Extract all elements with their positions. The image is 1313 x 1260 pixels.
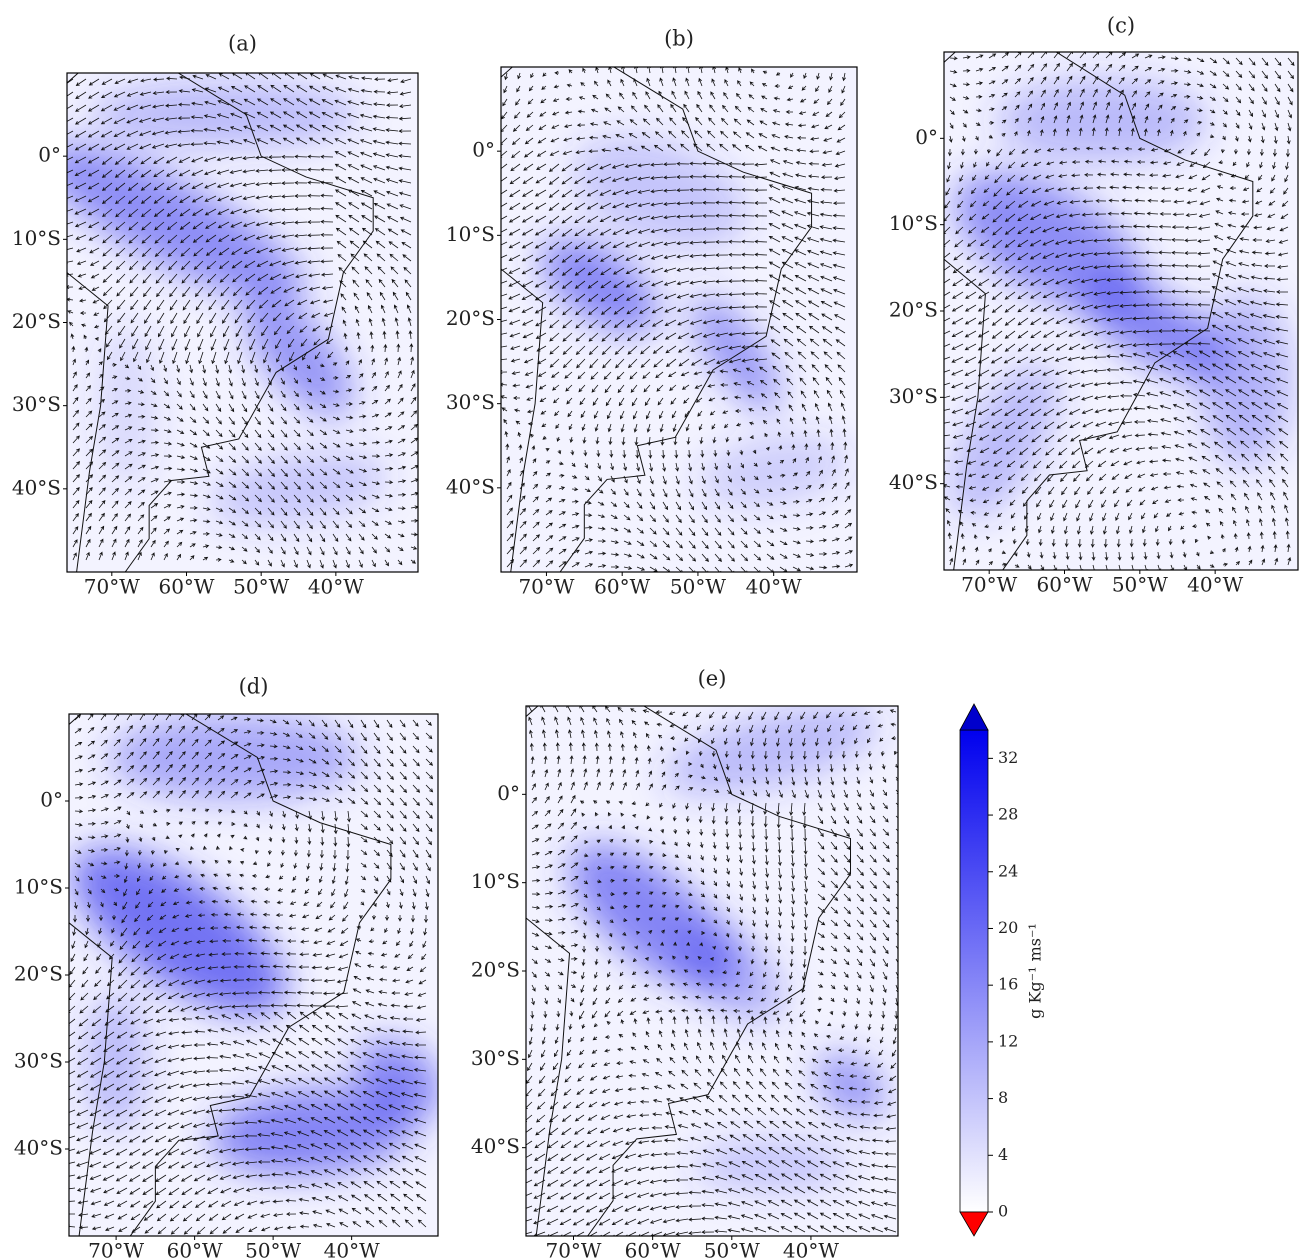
lat-tick-label: 0° bbox=[497, 781, 520, 805]
colorbar-tick-label: 0 bbox=[998, 1202, 1008, 1221]
map-panel bbox=[69, 714, 438, 1236]
flux-blob bbox=[996, 77, 1208, 165]
coastline bbox=[67, 73, 374, 572]
lat-tick-label: 10°S bbox=[889, 211, 938, 235]
flux-blob bbox=[89, 81, 359, 148]
lat-tick-label: 0° bbox=[915, 125, 938, 149]
wind-vectors bbox=[67, 73, 418, 569]
lon-tick-label: 40°W bbox=[746, 575, 802, 599]
lat-tick-label: 30°S bbox=[446, 390, 495, 414]
lon-tick-label: 60°W bbox=[167, 1239, 223, 1260]
flux-field bbox=[67, 81, 387, 526]
lon-tick-label: 70°W bbox=[545, 1239, 601, 1260]
lat-tick-label: 10°S bbox=[12, 226, 61, 250]
lon-tick-label: 60°W bbox=[594, 575, 650, 599]
panel-title: (d) bbox=[239, 675, 269, 699]
lat-tick-label: 40°S bbox=[889, 470, 938, 494]
panel-title: (e) bbox=[698, 667, 727, 691]
flux-blob bbox=[540, 237, 659, 334]
lat-tick-label: 40°S bbox=[12, 475, 61, 499]
map-panel bbox=[501, 67, 857, 572]
colorbar-tick-label: 28 bbox=[998, 805, 1018, 824]
lon-tick-label: 40°W bbox=[783, 1239, 839, 1260]
lat-tick-label: 30°S bbox=[12, 392, 61, 416]
map-panel bbox=[67, 73, 418, 572]
lat-tick-label: 40°S bbox=[471, 1134, 520, 1158]
lon-tick-label: 70°W bbox=[961, 573, 1017, 597]
colorbar-tick-label: 24 bbox=[998, 861, 1018, 880]
panel-title: (a) bbox=[228, 32, 257, 56]
flux-blob bbox=[663, 706, 879, 795]
lon-tick-label: 70°W bbox=[88, 1239, 144, 1260]
colorbar-tick-label: 20 bbox=[998, 918, 1018, 937]
lon-tick-label: 40°W bbox=[308, 575, 364, 599]
lat-tick-label: 0° bbox=[38, 143, 61, 167]
panel-title: (c) bbox=[1107, 14, 1135, 38]
lon-tick-label: 50°W bbox=[233, 575, 289, 599]
coastline bbox=[944, 52, 1254, 570]
colorbar-under bbox=[959, 1211, 989, 1237]
lat-tick-label: 30°S bbox=[889, 384, 938, 408]
flux-blob bbox=[244, 294, 353, 417]
flux-blob bbox=[84, 992, 148, 1132]
colorbar bbox=[959, 729, 989, 1213]
lon-tick-label: 60°W bbox=[1037, 573, 1093, 597]
lat-tick-label: 40°S bbox=[446, 474, 495, 498]
lat-tick-label: 20°S bbox=[446, 306, 495, 330]
colorbar-over bbox=[959, 703, 989, 731]
lon-tick-label: 50°W bbox=[245, 1239, 301, 1260]
colorbar-tick-label: 32 bbox=[998, 748, 1018, 767]
map-panel bbox=[526, 706, 898, 1236]
lat-tick-label: 10°S bbox=[446, 222, 495, 246]
flux-blob bbox=[680, 919, 784, 1023]
lat-tick-label: 0° bbox=[40, 788, 63, 812]
wind-vectors bbox=[944, 52, 1295, 570]
lat-tick-label: 20°S bbox=[889, 298, 938, 322]
coastline bbox=[69, 714, 392, 1236]
lon-tick-label: 40°W bbox=[324, 1239, 380, 1260]
panel-title: (b) bbox=[664, 27, 694, 51]
lon-tick-label: 70°W bbox=[84, 575, 140, 599]
flux-blob bbox=[96, 322, 157, 489]
lat-tick-label: 10°S bbox=[471, 869, 520, 893]
lon-tick-label: 50°W bbox=[670, 575, 726, 599]
lon-tick-label: 40°W bbox=[1187, 573, 1243, 597]
flux-blob bbox=[691, 295, 781, 411]
flux-blob bbox=[1200, 293, 1291, 467]
flux-field bbox=[540, 136, 849, 507]
colorbar-tick-label: 16 bbox=[998, 975, 1018, 994]
coastline bbox=[526, 706, 852, 1236]
lon-tick-label: 60°W bbox=[158, 575, 214, 599]
lon-tick-label: 50°W bbox=[1112, 573, 1168, 597]
colorbar-tick-label: 12 bbox=[998, 1031, 1018, 1050]
lon-tick-label: 50°W bbox=[704, 1239, 760, 1260]
lat-tick-label: 20°S bbox=[471, 958, 520, 982]
lat-tick-label: 40°S bbox=[14, 1136, 63, 1160]
flux-blob bbox=[71, 847, 287, 1016]
lon-tick-label: 70°W bbox=[518, 575, 574, 599]
flux-blob bbox=[67, 143, 305, 302]
flux-blob bbox=[698, 435, 849, 507]
map-panel bbox=[944, 52, 1298, 570]
lat-tick-label: 10°S bbox=[14, 875, 63, 899]
lat-tick-label: 20°S bbox=[14, 962, 63, 986]
lat-tick-label: 20°S bbox=[12, 309, 61, 333]
wind-vectors bbox=[69, 714, 434, 1235]
lon-tick-label: 60°W bbox=[625, 1239, 681, 1260]
colorbar-label: g Kg⁻¹ ms⁻¹ bbox=[1026, 923, 1045, 1019]
flux-blob bbox=[572, 136, 748, 250]
colorbar-tick-label: 4 bbox=[998, 1145, 1008, 1164]
lat-tick-label: 0° bbox=[472, 138, 495, 162]
wind-vectors bbox=[526, 706, 898, 1236]
flux-blob bbox=[356, 1039, 438, 1120]
colorbar-tick-label: 8 bbox=[998, 1088, 1008, 1107]
lat-tick-label: 30°S bbox=[14, 1049, 63, 1073]
flux-blob bbox=[692, 1138, 851, 1192]
lat-tick-label: 30°S bbox=[471, 1046, 520, 1070]
